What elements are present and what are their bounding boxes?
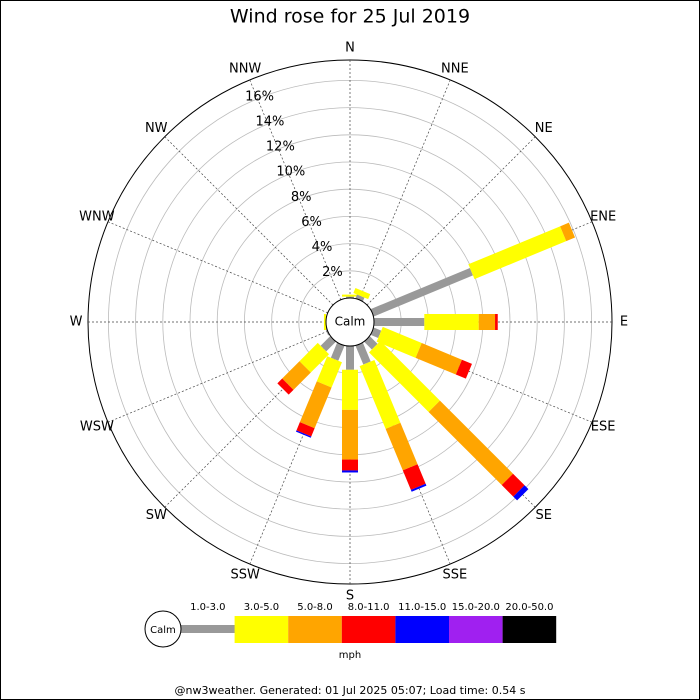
legend-swatch <box>395 616 449 643</box>
legend-calm-label: Calm <box>150 625 176 636</box>
direction-label: ESE <box>591 419 616 434</box>
direction-label: E <box>620 315 628 330</box>
footer: @nw3weather. Generated: 01 Jul 2025 05:0… <box>175 684 526 697</box>
r-tick-label: 10% <box>276 165 305 180</box>
rose-segment <box>355 294 365 302</box>
r-tick-label: 16% <box>245 89 274 104</box>
direction-label: SE <box>536 508 552 523</box>
direction-label: ENE <box>590 210 616 225</box>
legend-swatch <box>449 616 503 643</box>
chart-title: Wind rose for 25 Jul 2019 <box>230 6 470 28</box>
rose-segment <box>320 336 336 352</box>
r-tick-label: 14% <box>255 114 284 129</box>
direction-label: WSW <box>80 419 114 434</box>
rose-segment <box>299 342 330 373</box>
legend-label: 15.0-20.0 <box>452 602 500 613</box>
legend-label: 11.0-15.0 <box>398 602 446 613</box>
legend-swatch <box>234 616 289 643</box>
direction-label: NNW <box>229 61 261 76</box>
rose-segment <box>385 422 418 471</box>
rose-segment <box>299 381 332 429</box>
grid-ring <box>135 107 565 537</box>
direction-label: SW <box>146 508 167 523</box>
legend-swatch <box>341 616 396 643</box>
direction-label: N <box>345 41 355 56</box>
rose-segment <box>355 342 371 365</box>
rose-segment <box>359 359 401 429</box>
r-tick-label: 6% <box>301 215 322 230</box>
direction-label: WNW <box>79 210 115 225</box>
legend-label: 3.0-5.0 <box>244 602 279 613</box>
rose-segment <box>560 222 576 242</box>
rose-segment <box>376 326 422 358</box>
legend-label: 20.0-50.0 <box>505 602 553 613</box>
grid-ring <box>162 134 538 510</box>
direction-label: S <box>346 589 354 604</box>
rose-segment <box>428 400 514 486</box>
legend-label: 5.0-8.0 <box>297 602 332 613</box>
direction-label: W <box>70 315 83 330</box>
rose-segment <box>402 464 426 490</box>
direction-label: NNE <box>441 61 469 76</box>
direction-label: NW <box>145 121 168 136</box>
rose-segment <box>277 378 294 395</box>
rose-segment <box>296 422 315 437</box>
r-tick-label: 2% <box>322 265 343 280</box>
calm-label: Calm <box>335 315 366 329</box>
rose-segment <box>370 327 382 339</box>
rose-segment <box>455 359 472 379</box>
r-tick-label: 8% <box>291 190 312 205</box>
direction-label: NE <box>535 121 553 136</box>
rose-segment <box>513 485 529 501</box>
direction-label: SSW <box>230 568 260 583</box>
direction-label: SSE <box>442 568 467 583</box>
rose-segment <box>369 341 440 412</box>
legend-label: 8.0-11.0 <box>348 602 390 613</box>
rose-segment <box>468 226 567 280</box>
rose-segment <box>295 430 312 438</box>
rose-segment <box>282 361 311 390</box>
legend-calm-circle <box>144 610 182 648</box>
rose-segment <box>501 473 525 497</box>
r-tick-label: 4% <box>312 240 333 255</box>
legend-title: mph <box>339 650 361 661</box>
rose-segment <box>330 342 345 361</box>
legend-swatch <box>502 616 557 643</box>
rose-segment <box>364 336 378 350</box>
calm-circle <box>325 297 375 347</box>
rose-segment <box>415 343 462 375</box>
r-tick-label: 12% <box>266 140 295 155</box>
legend-swatch <box>288 616 342 643</box>
rose-segment <box>353 287 371 300</box>
rose-segment <box>370 268 473 317</box>
rose-segment <box>316 356 342 388</box>
legend-label: 1.0-3.0 <box>190 602 225 613</box>
rose-segment <box>410 483 427 492</box>
